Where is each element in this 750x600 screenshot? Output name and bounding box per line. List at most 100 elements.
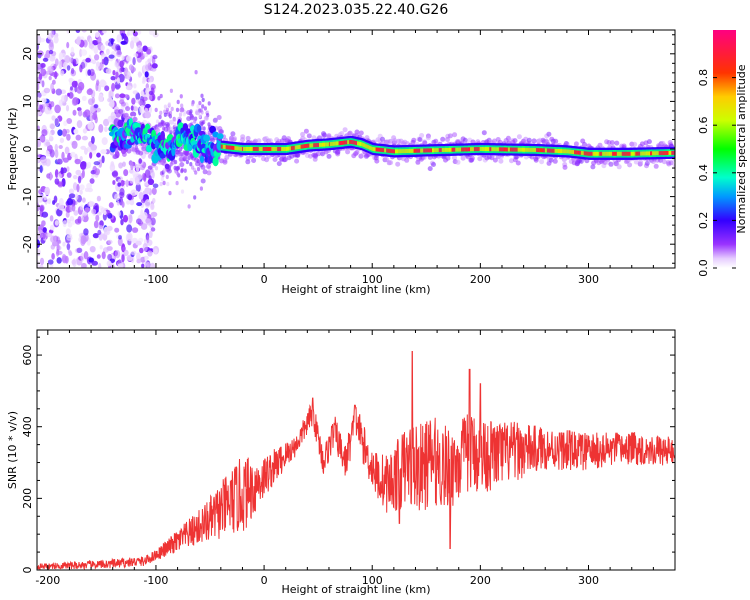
heatmap-speck-628 bbox=[82, 210, 88, 217]
heatmap-halo-2353 bbox=[627, 162, 633, 168]
heatmap-speck-713 bbox=[76, 120, 83, 129]
heatmap-speck-208 bbox=[108, 202, 114, 209]
heatmap-speck-999 bbox=[196, 166, 201, 172]
heatmap-speck-630 bbox=[100, 44, 105, 52]
heatmap-core-4075 bbox=[673, 150, 675, 155]
heatmap-speck-678 bbox=[52, 79, 56, 85]
heatmap-speck-772 bbox=[76, 86, 83, 94]
heatmap-speck-434 bbox=[41, 80, 45, 88]
heatmap-speck-463 bbox=[103, 118, 110, 127]
heatmap-speck-409 bbox=[121, 201, 125, 208]
heatmap-halo-1782 bbox=[380, 136, 385, 142]
heatmap-speck-89 bbox=[92, 233, 99, 239]
heatmap-speck-264 bbox=[142, 76, 147, 83]
spectrogram-y-tick-label-4: 20 bbox=[21, 47, 34, 61]
heatmap-halo-1315 bbox=[177, 151, 183, 157]
heatmap-halo-1195 bbox=[125, 106, 131, 112]
heatmap-halo-2369 bbox=[633, 159, 639, 165]
heatmap-speck-935 bbox=[168, 190, 172, 196]
heatmap-speck-581 bbox=[45, 70, 52, 75]
heatmap-blob-2512 bbox=[133, 122, 141, 129]
heatmap-halo-1231 bbox=[140, 165, 146, 171]
heatmap-speck-320 bbox=[80, 252, 85, 262]
heatmap-halo-1296 bbox=[169, 119, 174, 125]
heatmap-speck-483 bbox=[57, 129, 63, 136]
heatmap-speck-668 bbox=[91, 173, 95, 179]
heatmap-halo-1435 bbox=[230, 131, 236, 137]
heatmap-halo-1857 bbox=[411, 137, 417, 143]
heatmap-halo-1523 bbox=[267, 138, 273, 144]
heatmap-halo-2148 bbox=[539, 159, 545, 165]
snr-y-tick-label-2: 400 bbox=[21, 416, 34, 437]
heatmap-speck-877 bbox=[126, 224, 133, 233]
heatmap-speck-265 bbox=[136, 202, 143, 207]
heatmap-speck-1032 bbox=[184, 176, 188, 181]
heatmap-halo-2133 bbox=[531, 138, 537, 144]
heatmap-speck-1098 bbox=[193, 195, 197, 200]
heatmap-speck-637 bbox=[137, 71, 142, 78]
heatmap-speck-418 bbox=[102, 247, 109, 253]
heatmap-speck-855 bbox=[61, 95, 66, 104]
heatmap-speck-561 bbox=[39, 257, 45, 266]
heatmap-speck-610 bbox=[65, 219, 72, 224]
heatmap-halo-1967 bbox=[460, 155, 466, 161]
heatmap-speck-899 bbox=[73, 128, 79, 135]
heatmap-speck-849 bbox=[143, 173, 147, 182]
heatmap-speck-917 bbox=[169, 88, 173, 94]
heatmap-speck-771 bbox=[37, 43, 40, 51]
heatmap-blob-2662 bbox=[209, 125, 217, 134]
spectrogram-x-label: Height of straight line (km) bbox=[281, 283, 430, 296]
heatmap-speck-318 bbox=[127, 194, 133, 201]
heatmap-halo-1389 bbox=[209, 135, 215, 141]
heatmap-speck-666 bbox=[39, 165, 43, 174]
heatmap-speck-757 bbox=[54, 220, 60, 226]
heatmap-halo-2415 bbox=[653, 163, 659, 169]
heatmap-speck-547 bbox=[83, 251, 89, 260]
heatmap-halo-1191 bbox=[123, 112, 129, 118]
heatmap-speck-828 bbox=[91, 135, 95, 144]
heatmap-speck-925 bbox=[207, 101, 211, 106]
heatmap-speck-37 bbox=[133, 83, 137, 89]
heatmap-speck-1114 bbox=[199, 108, 203, 113]
heatmap-speck-591 bbox=[152, 183, 159, 189]
heatmap-halo-1367 bbox=[200, 178, 206, 184]
heatmap-speck-792 bbox=[100, 149, 107, 155]
heatmap-speck-836 bbox=[93, 220, 99, 229]
heatmap-speck-702 bbox=[101, 251, 106, 260]
heatmap-speck-875 bbox=[144, 111, 151, 119]
heatmap-speck-821 bbox=[117, 237, 123, 247]
heatmap-halo-2058 bbox=[498, 158, 504, 164]
heatmap-speck-641 bbox=[81, 161, 87, 167]
heatmap-speck-823 bbox=[66, 198, 74, 206]
heatmap-speck-1150 bbox=[166, 181, 170, 187]
heatmap-speck-604 bbox=[150, 227, 156, 232]
heatmap-speck-93 bbox=[72, 182, 78, 191]
figure-title: S124.2023.035.22.40.G26 bbox=[264, 2, 449, 18]
heatmap-halo-2043 bbox=[492, 157, 498, 163]
heatmap-halo-1263 bbox=[155, 127, 161, 133]
heatmap-speck-689 bbox=[106, 260, 112, 267]
heatmap-speck-347 bbox=[63, 120, 68, 127]
heatmap-speck-441 bbox=[53, 195, 58, 203]
heatmap-halo-1904 bbox=[433, 138, 439, 144]
heatmap-speck-421 bbox=[66, 172, 72, 178]
colorbar-ticks: 0.0 0.2 0.4 0.6 0.8 bbox=[697, 69, 736, 277]
heatmap-speck-460 bbox=[128, 64, 134, 71]
heatmap-halo-2437 bbox=[661, 159, 667, 165]
heatmap-halo-1282 bbox=[163, 126, 169, 132]
heatmap-speck-794 bbox=[48, 131, 53, 139]
spectrogram-y-tick-label-2: 0 bbox=[21, 146, 34, 153]
heatmap-speck-1085 bbox=[167, 112, 171, 117]
heatmap-halo-1936 bbox=[445, 155, 451, 161]
heatmap-speck-859 bbox=[145, 218, 152, 226]
heatmap-speck-648 bbox=[83, 228, 89, 236]
spectrogram-x-tick-label-5: 300 bbox=[578, 273, 599, 286]
heatmap-speck-838 bbox=[128, 214, 133, 224]
heatmap-speck-928 bbox=[173, 122, 177, 127]
heatmap-speck-555 bbox=[81, 262, 87, 268]
heatmap-speck-897 bbox=[43, 195, 48, 201]
heatmap-speck-363 bbox=[79, 184, 85, 191]
heatmap-blob-2641 bbox=[199, 155, 205, 163]
heatmap-halo-2397 bbox=[646, 139, 652, 145]
heatmap-speck-865 bbox=[37, 139, 42, 148]
